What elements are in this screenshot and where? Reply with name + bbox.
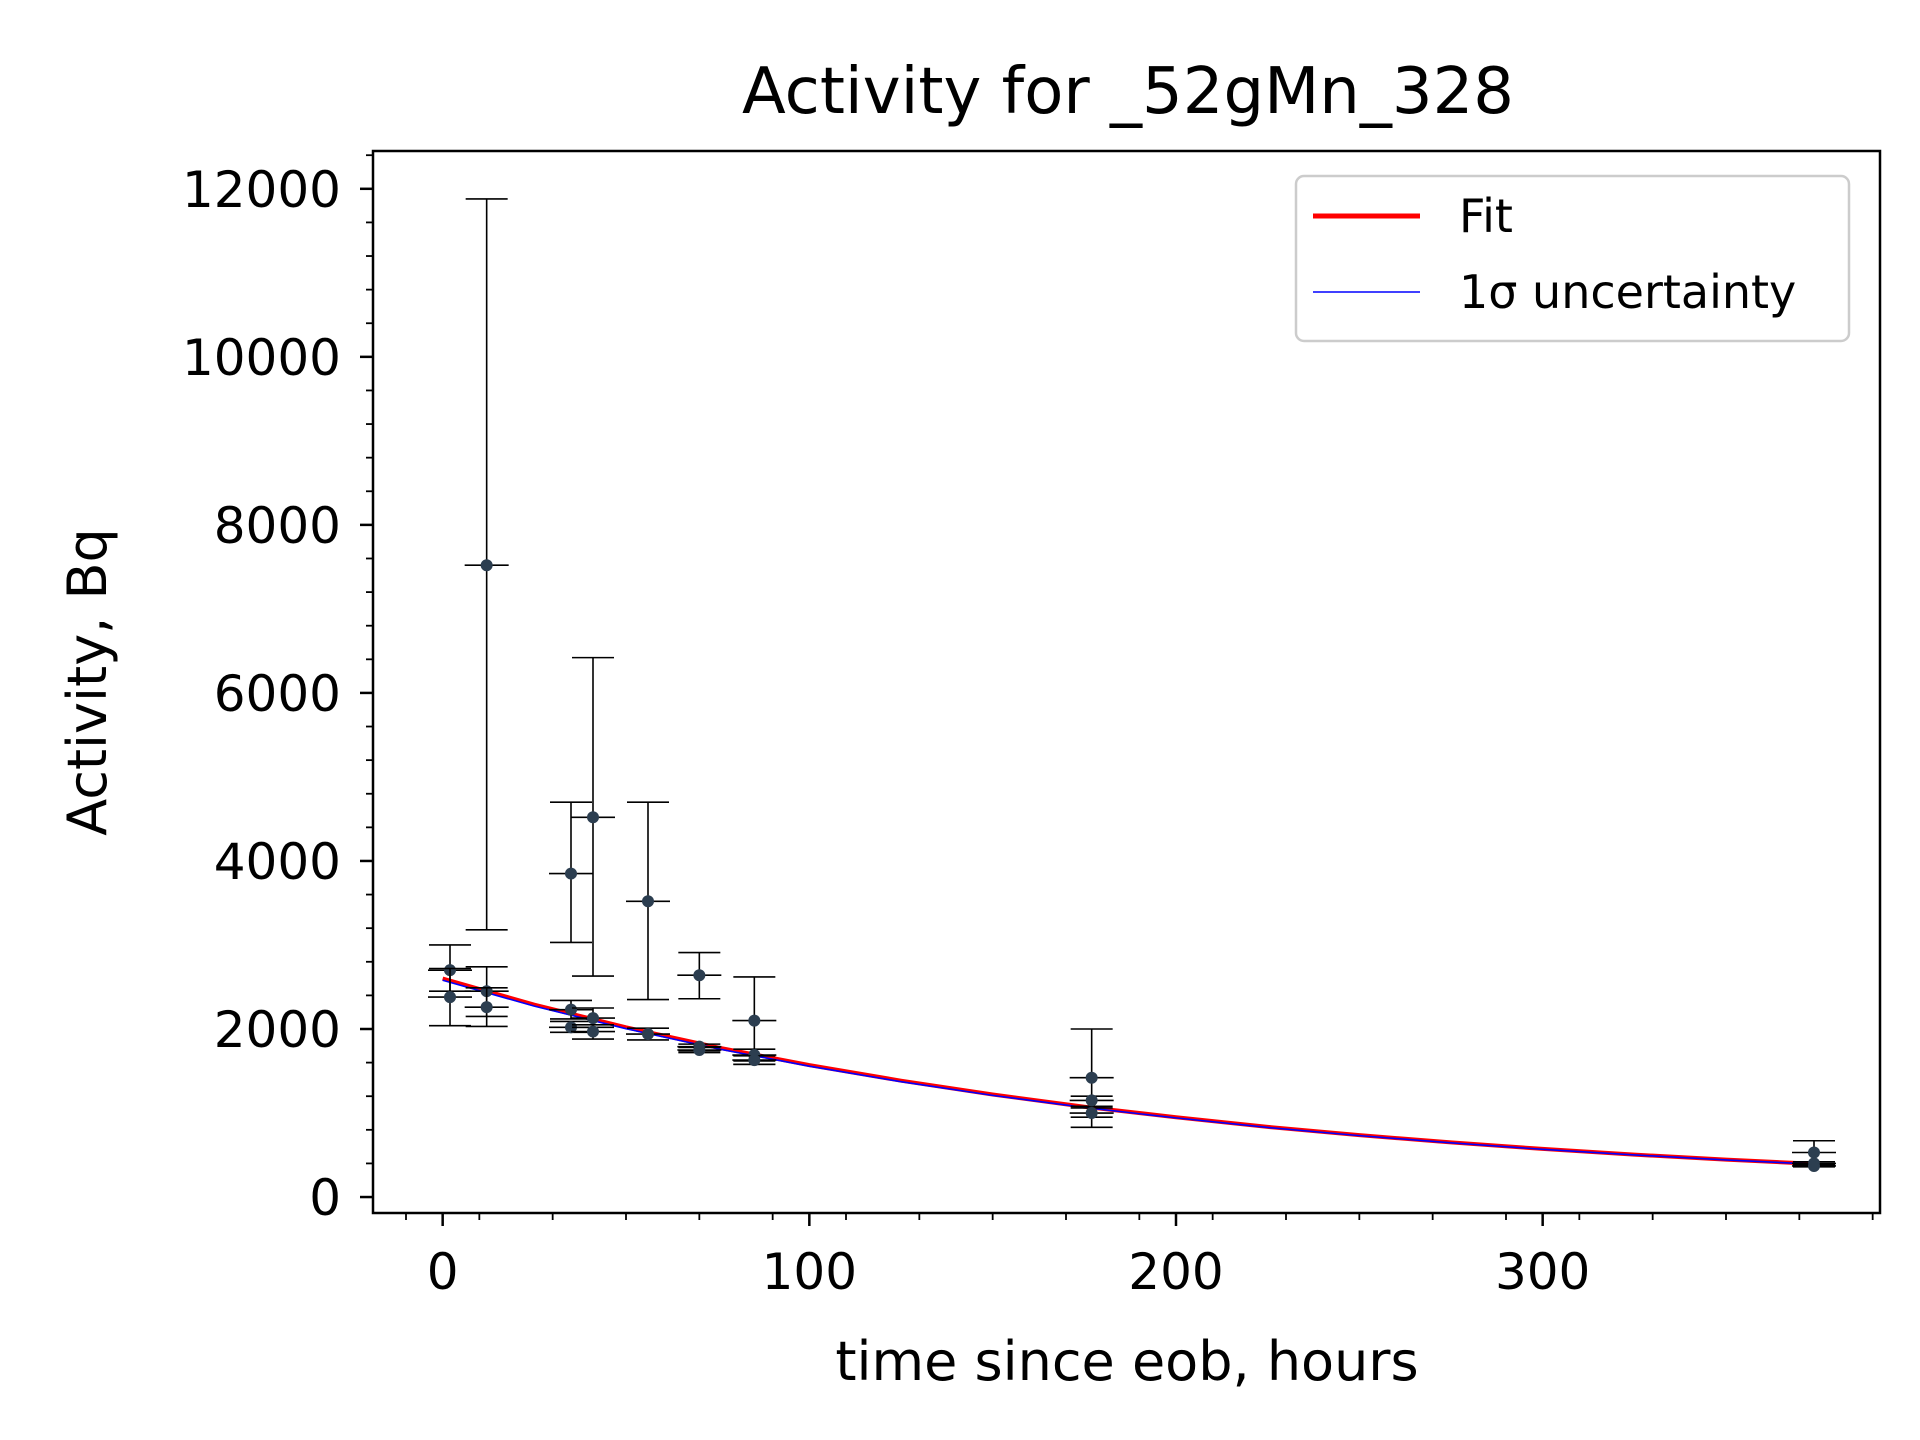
data-marker [444,991,456,1004]
data-marker [587,1025,599,1038]
data-marker [1808,1159,1820,1172]
plot-frame [371,149,1882,1215]
legend-label: Fit [1459,189,1513,243]
data-point-21 [1069,1107,1114,1120]
data-point-24 [1792,1159,1836,1172]
data-marker [565,1003,577,1016]
data-point-2 [464,198,509,931]
data-marker [1085,1071,1098,1084]
x-tick-label: 100 [762,1243,857,1301]
data-point-5 [549,801,593,944]
y-axis-title: Activity, Bq [56,528,119,836]
data-marker [642,1028,654,1041]
data-point-10 [571,1023,615,1040]
data-point-4 [464,987,509,1028]
data-marker [480,559,493,572]
legend: Fit 1σ uncertainty [1294,174,1851,343]
data-marker [480,1001,493,1014]
legend-entry-1: 1σ uncertainty [1313,265,1796,319]
data-marker [1808,1146,1820,1159]
x-axis-title: time since eob, hours [835,1330,1418,1393]
y-tick-label: 8000 [214,497,341,555]
data-marker [1085,1107,1098,1120]
uncertainty-line [442,979,1818,1166]
x-axis: 0 100 200 300 [405,1213,1874,1301]
legend-entry-0: Fit [1313,189,1513,243]
data-point-6 [549,999,593,1020]
data-marker [587,1012,599,1025]
y-tick-label: 2000 [214,1001,341,1059]
y-tick-label: 0 [309,1169,341,1227]
data-point-18 [732,1054,777,1067]
data-point-13 [677,951,722,1000]
x-tick-label: 200 [1128,1243,1223,1301]
data-marker [693,969,706,982]
data-point-1 [428,967,472,1027]
plot-area [428,198,1836,1172]
data-point-11 [626,801,670,1001]
y-tick-label: 10000 [182,329,341,387]
y-axis: 0 2000 4000 6000 8000 10000 12000 [182,154,373,1227]
data-marker [748,1014,761,1027]
legend-box [1294,174,1851,343]
fit-line [442,976,1818,1167]
data-marker [642,895,654,908]
y-tick-label: 4000 [214,833,341,891]
y-tick-label: 6000 [214,665,341,723]
data-point-20 [1069,1094,1114,1108]
chart-title: Activity for _52gMn_328 [742,55,1514,129]
data-marker [587,811,599,824]
data-marker [565,867,577,880]
data-point-15 [677,1044,722,1057]
data-point-12 [626,1027,670,1041]
data-marker [748,1054,761,1067]
x-tick-label: 300 [1495,1243,1590,1301]
x-tick-label: 0 [427,1243,459,1301]
legend-label: 1σ uncertainty [1459,265,1796,319]
data-marker [693,1044,706,1057]
data-point-8 [571,656,615,977]
y-tick-label: 12000 [182,161,341,219]
data-marker [1085,1094,1098,1107]
